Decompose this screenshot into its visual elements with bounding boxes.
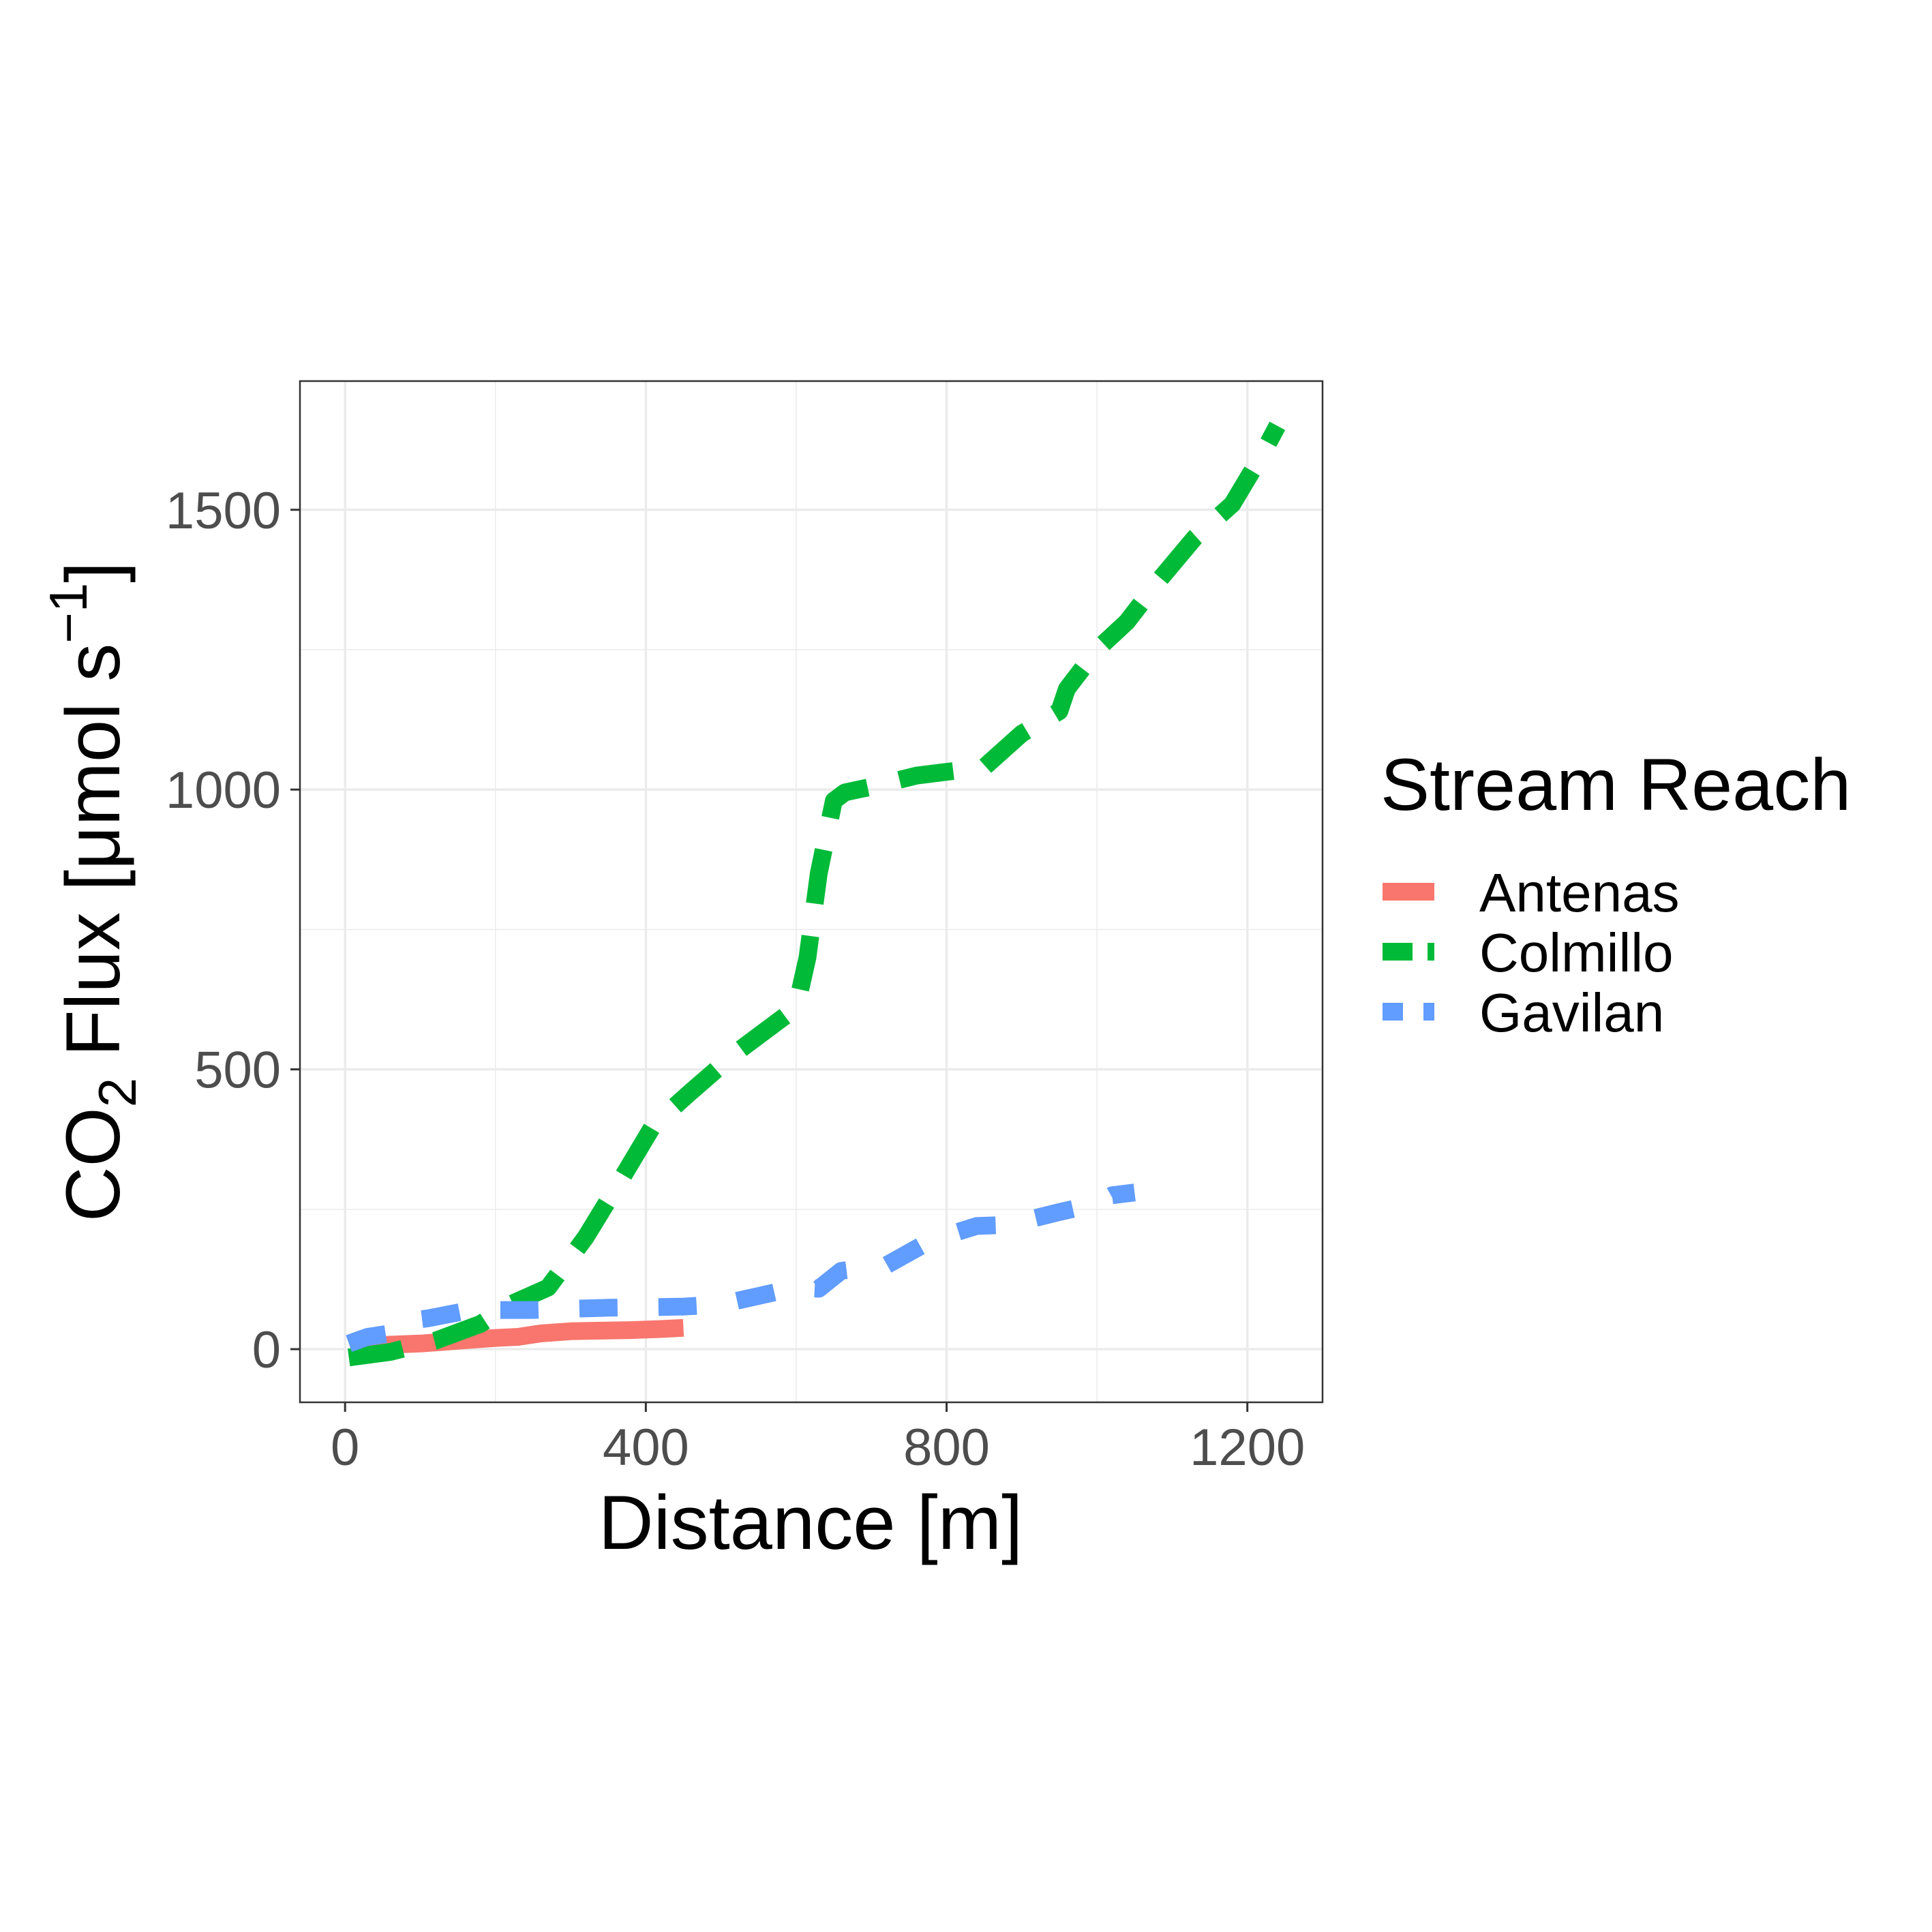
grid-minor <box>300 381 1323 1402</box>
series-line-antenas <box>352 1318 684 1355</box>
legend-label-antenas: Antenas <box>1479 862 1680 923</box>
plot-panel-border <box>299 380 1324 1404</box>
legend-label-gavilan: Gavilan <box>1479 982 1664 1043</box>
x-axis: 0 400 800 1200 <box>331 1402 1305 1477</box>
legend-title: Stream Reach <box>1380 743 1851 826</box>
y-axis-title-prefix: CO <box>50 1107 136 1222</box>
y-axis: 0 500 1000 1500 <box>166 482 300 1379</box>
grid-major <box>300 381 1323 1402</box>
y-tick-label: 1000 <box>166 761 281 819</box>
series-line-colmillo <box>347 421 1286 1367</box>
y-axis-title-middle: Flux [μmol s <box>50 644 136 1078</box>
series-layer <box>346 421 1286 1367</box>
y-tick-label: 0 <box>252 1321 281 1379</box>
y-axis-title-subscript: 2 <box>87 1078 147 1107</box>
y-axis-title: CO2 Flux [μmol s−1] <box>38 562 147 1222</box>
series-line-gavilan <box>346 1183 1136 1353</box>
y-tick-label: 1500 <box>166 482 281 540</box>
x-tick-label: 400 <box>603 1419 689 1477</box>
x-axis-title: Distance [m] <box>599 1480 1023 1565</box>
x-tick-label: 0 <box>331 1419 359 1477</box>
y-axis-title-suffix: ] <box>50 562 136 583</box>
x-tick-label: 800 <box>903 1419 990 1477</box>
y-axis-title-superscript: −1 <box>38 583 98 644</box>
legend-label-colmillo: Colmillo <box>1479 922 1674 983</box>
x-tick-label: 1200 <box>1190 1419 1305 1477</box>
y-tick-label: 500 <box>194 1042 281 1100</box>
